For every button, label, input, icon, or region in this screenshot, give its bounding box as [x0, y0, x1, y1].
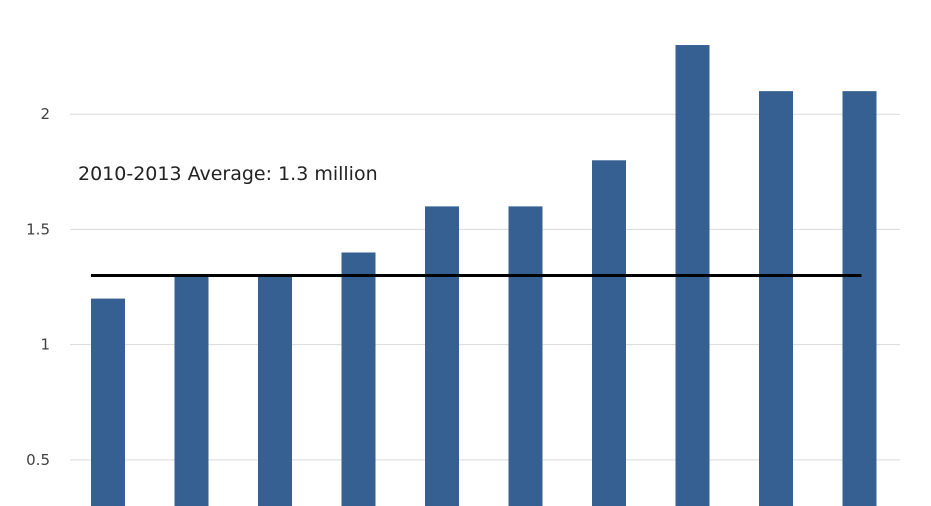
bar	[174, 275, 209, 506]
y-tick-label: 2	[40, 105, 50, 123]
bar	[425, 206, 459, 506]
bar	[592, 160, 626, 506]
bars	[91, 45, 877, 506]
y-axis-tick-labels: 0.5 1 1.5 2	[26, 105, 50, 469]
y-tick-label: 1	[40, 336, 50, 354]
bar	[258, 275, 292, 506]
average-annotation: 2010-2013 Average: 1.3 million	[78, 163, 378, 185]
bar	[508, 206, 543, 506]
bar	[842, 91, 877, 506]
y-tick-label: 1.5	[26, 220, 50, 238]
bar	[759, 91, 793, 506]
bar	[341, 252, 376, 506]
y-tick-label: 0.5	[26, 451, 50, 469]
bar	[91, 298, 125, 506]
